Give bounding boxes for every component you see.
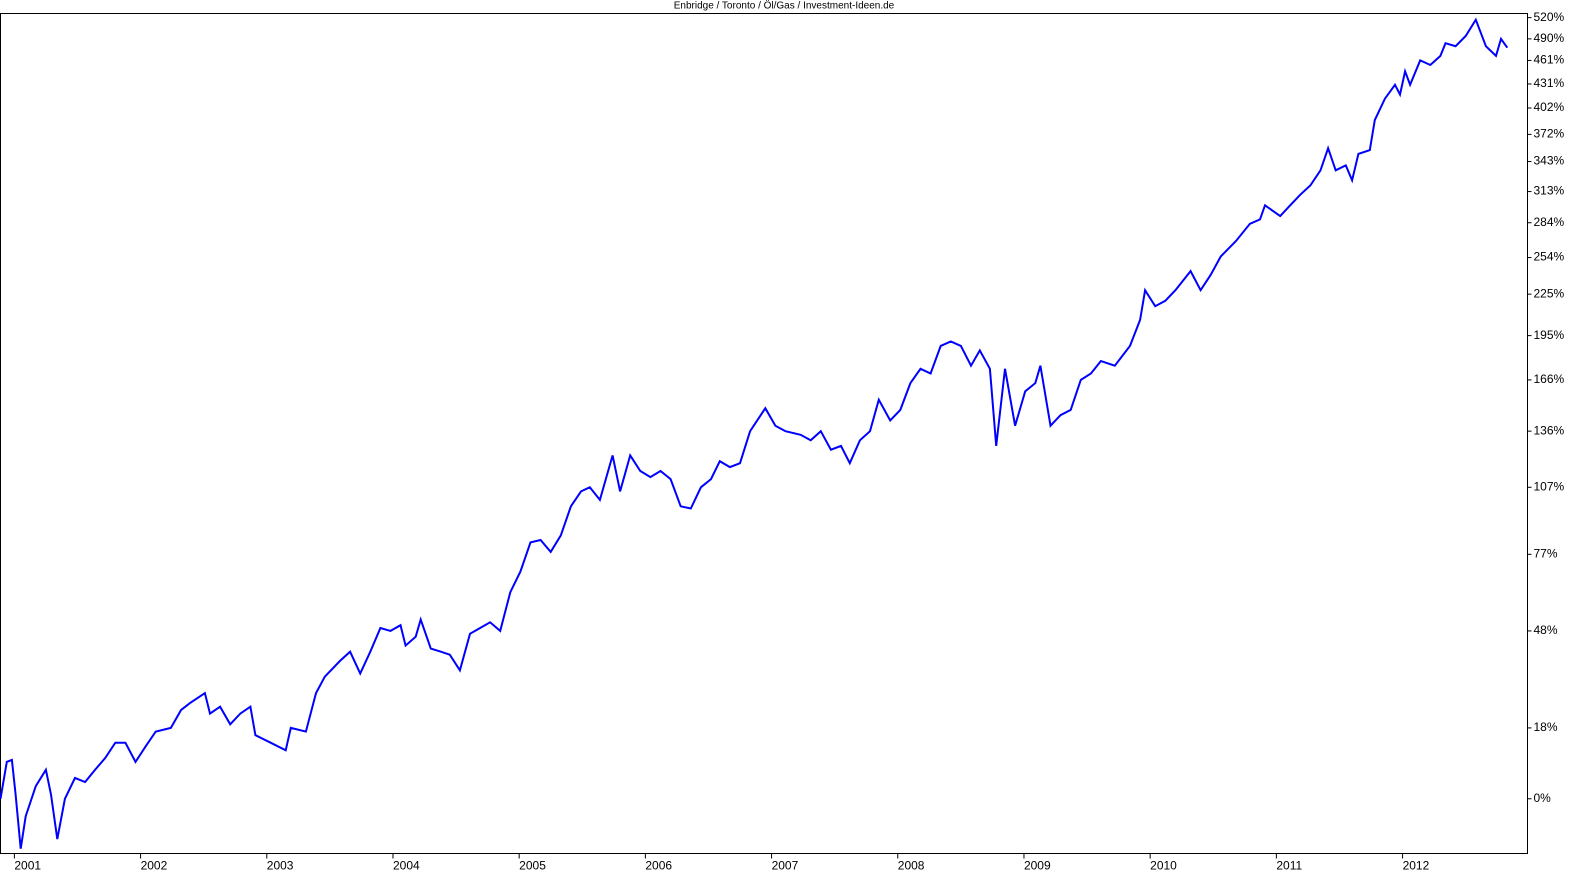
y-tick-label: 225% [1534,286,1565,300]
x-tick-label: 2007 [772,859,799,873]
y-tick-label: 431% [1534,76,1565,90]
y-tick-label: 166% [1534,372,1565,386]
x-tick-label: 2010 [1150,859,1177,873]
x-tick-label: 2008 [898,859,925,873]
x-tick-label: 2001 [14,859,41,873]
x-tick-label: 2012 [1403,859,1430,873]
x-tick-label: 2006 [645,859,672,873]
x-tick-label: 2009 [1024,859,1051,873]
y-tick-label: 402% [1534,100,1565,114]
price-line [0,17,1509,849]
y-tick-label: 18% [1534,720,1558,734]
x-tick-label: 2005 [519,859,546,873]
x-tick-label: 2003 [267,859,294,873]
y-tick-label: 520% [1534,10,1565,24]
y-tick-label: 313% [1534,184,1565,198]
chart-title: Enbridge / Toronto / Öl/Gas / Investment… [674,0,895,12]
y-tick-label: 195% [1534,328,1565,342]
plot-frame [0,13,1528,854]
y-tick-label: 254% [1534,250,1565,264]
x-tick-label: 2002 [141,859,168,873]
x-tick-label: 2011 [1276,859,1302,873]
y-tick-label: 372% [1534,127,1565,141]
x-tick-label: 2004 [393,859,420,873]
y-tick-label: 136% [1534,423,1565,437]
y-tick-label: 343% [1534,154,1565,168]
y-tick-label: 107% [1534,479,1565,493]
y-tick-label: 77% [1534,546,1558,560]
y-tick-label: 48% [1534,623,1558,637]
y-tick-label: 0% [1534,791,1552,805]
y-tick-label: 490% [1534,31,1565,45]
y-tick-label: 284% [1534,215,1565,229]
y-tick-label: 461% [1534,53,1565,67]
